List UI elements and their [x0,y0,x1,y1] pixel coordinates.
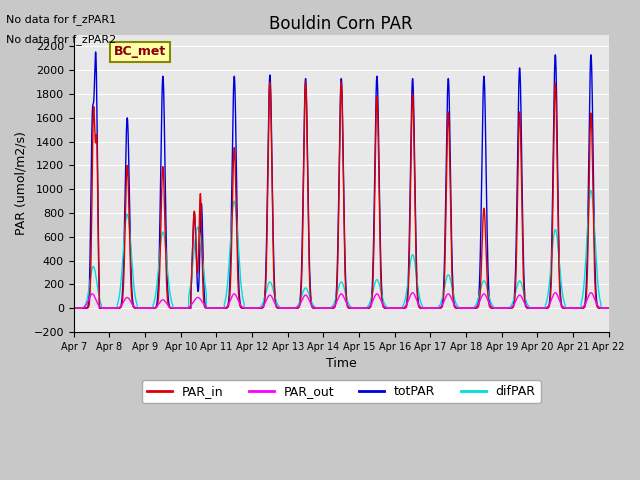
totPAR [431,305,439,311]
PAR_in [166,305,173,311]
difPAR [587,188,595,193]
difPAR [461,305,468,311]
Text: BC_met: BC_met [114,46,166,59]
PAR_in [605,305,612,311]
PAR_in [492,305,499,311]
difPAR [431,305,439,311]
totPAR [461,305,469,311]
PAR_out [492,305,499,311]
PAR_out [321,305,329,311]
Text: No data for f_zPAR1: No data for f_zPAR1 [6,14,116,25]
Title: Bouldin Corn PAR: Bouldin Corn PAR [269,15,413,33]
Line: totPAR: totPAR [74,52,609,308]
Line: PAR_in: PAR_in [74,82,609,308]
Line: PAR_out: PAR_out [74,293,609,308]
totPAR [604,305,612,311]
PAR_out [70,305,77,311]
totPAR [92,49,99,55]
PAR_out [604,305,612,311]
difPAR [492,305,499,311]
totPAR [492,305,499,311]
difPAR [166,290,173,296]
Y-axis label: PAR (umol/m2/s): PAR (umol/m2/s) [15,132,28,235]
difPAR [605,305,612,311]
difPAR [321,305,329,311]
totPAR [166,304,174,310]
totPAR [605,305,612,311]
PAR_out [409,290,417,296]
PAR_out [461,305,469,311]
difPAR [70,305,77,311]
Line: difPAR: difPAR [74,191,609,308]
PAR_out [431,305,439,311]
difPAR [604,305,612,311]
totPAR [70,305,77,311]
totPAR [321,305,329,311]
PAR_in [321,305,329,311]
X-axis label: Time: Time [326,357,356,370]
PAR_in [604,305,612,311]
Text: No data for f_zPAR2: No data for f_zPAR2 [6,34,116,45]
PAR_in [431,305,439,311]
PAR_in [70,305,77,311]
PAR_out [166,304,173,310]
PAR_in [266,79,274,85]
Legend: PAR_in, PAR_out, totPAR, difPAR: PAR_in, PAR_out, totPAR, difPAR [142,380,541,403]
PAR_out [605,305,612,311]
PAR_in [461,305,469,311]
